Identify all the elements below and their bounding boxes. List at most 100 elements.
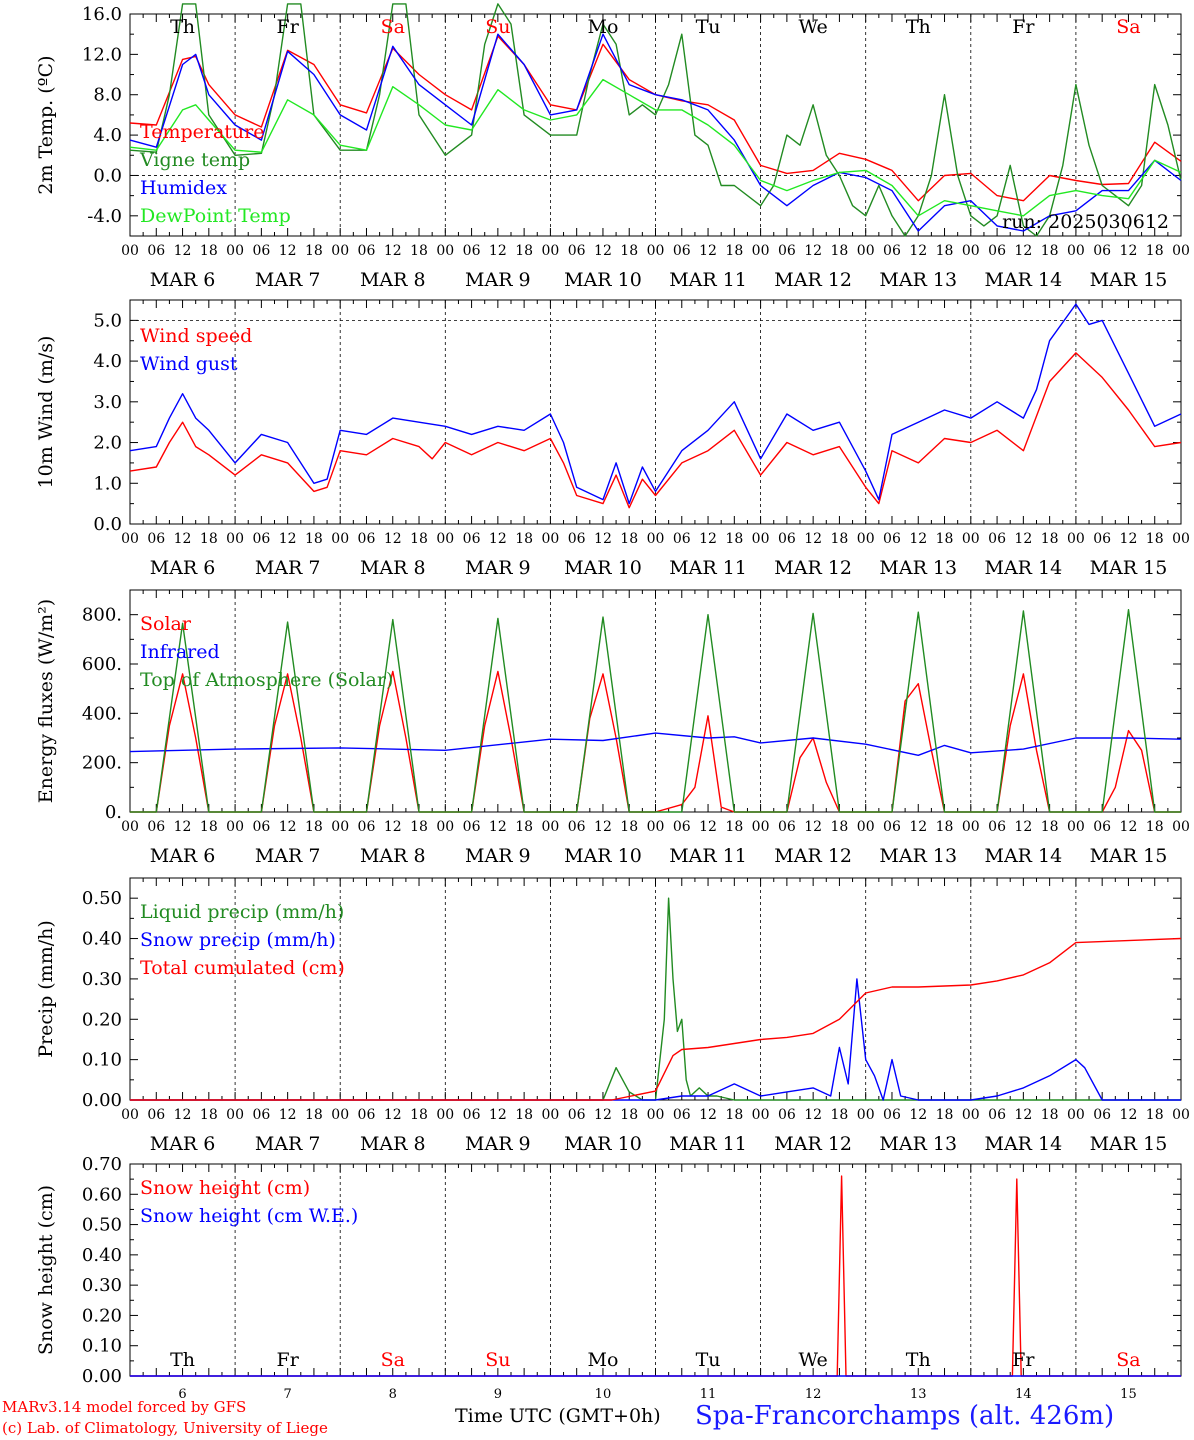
date-label: MAR 10 bbox=[564, 845, 642, 867]
date-label: MAR 7 bbox=[255, 557, 321, 579]
hour-tick-label: 18 bbox=[1146, 1107, 1164, 1123]
hour-tick-label: 00 bbox=[436, 243, 454, 259]
hour-tick-label: 18 bbox=[831, 1107, 849, 1123]
hour-tick-label: 00 bbox=[226, 531, 244, 547]
hour-tick-label: 12 bbox=[594, 819, 612, 835]
y-tick-label: 0.30 bbox=[82, 1275, 122, 1296]
hour-tick-label: 00 bbox=[1067, 531, 1085, 547]
y-tick-label: 0.20 bbox=[82, 1305, 122, 1326]
station-title: Spa-Francorchamps (alt. 426m) bbox=[695, 1401, 1115, 1431]
hour-tick-label: 06 bbox=[988, 819, 1006, 835]
day-abbr-label: We bbox=[799, 1349, 828, 1371]
date-label: MAR 8 bbox=[360, 845, 426, 867]
run-label: run: 2025030612 bbox=[1002, 211, 1169, 233]
hour-tick-label: 12 bbox=[384, 531, 402, 547]
hour-tick-label: 18 bbox=[410, 531, 428, 547]
legend-entry: DewPoint Temp bbox=[140, 205, 291, 227]
hour-tick-label: 12 bbox=[699, 531, 717, 547]
date-label: MAR 12 bbox=[774, 1133, 852, 1155]
hour-tick-label: 00 bbox=[541, 1107, 559, 1123]
hour-tick-label: 18 bbox=[515, 243, 533, 259]
date-label: MAR 14 bbox=[984, 557, 1062, 579]
hour-tick-label: 00 bbox=[436, 819, 454, 835]
day-abbr-label: Th bbox=[906, 1349, 931, 1371]
legend-entry: Snow height (cm) bbox=[140, 1177, 310, 1199]
hour-tick-label: 06 bbox=[147, 243, 165, 259]
hour-tick-label: 06 bbox=[252, 1107, 270, 1123]
date-label: MAR 14 bbox=[984, 269, 1062, 291]
series-line bbox=[130, 609, 1181, 813]
series-line bbox=[129, 33, 1182, 232]
y-tick-label: 1.0 bbox=[93, 473, 122, 494]
hour-tick-label: 06 bbox=[1093, 243, 1111, 259]
day-abbr-label: Th bbox=[170, 1349, 195, 1371]
date-label: MAR 12 bbox=[774, 269, 852, 291]
hour-tick-label: 06 bbox=[673, 531, 691, 547]
hour-tick-label: 12 bbox=[489, 531, 507, 547]
date-label: MAR 15 bbox=[1090, 845, 1168, 867]
hour-tick-label: 18 bbox=[620, 531, 638, 547]
y-axis-title: Energy fluxes (W/m²) bbox=[35, 599, 57, 803]
hour-tick-label: 12 bbox=[1120, 819, 1138, 835]
legend-entry: Solar bbox=[140, 613, 192, 635]
legend-entry: Top of Atmosphere (Solar) bbox=[140, 669, 393, 691]
hour-tick-label: 18 bbox=[1041, 243, 1059, 259]
hour-tick-label: 18 bbox=[1146, 243, 1164, 259]
y-tick-label: 4.0 bbox=[93, 351, 122, 372]
y-tick-label: 0.40 bbox=[82, 929, 122, 950]
hour-tick-label: 18 bbox=[515, 531, 533, 547]
date-label: MAR 9 bbox=[465, 1133, 531, 1155]
hour-tick-label: 12 bbox=[279, 819, 297, 835]
y-tick-label: 0. bbox=[105, 802, 122, 823]
date-label: MAR 7 bbox=[255, 845, 321, 867]
hour-tick-label: 00 bbox=[331, 1107, 349, 1123]
hour-tick-label: 06 bbox=[568, 243, 586, 259]
day-abbr-label: Sa bbox=[381, 1349, 405, 1371]
day-number-label: 12 bbox=[805, 1387, 822, 1402]
hour-tick-label: 06 bbox=[673, 819, 691, 835]
date-label: MAR 12 bbox=[774, 845, 852, 867]
day-abbr-label: Fr bbox=[277, 1349, 300, 1371]
date-label: MAR 13 bbox=[879, 557, 957, 579]
date-label: MAR 8 bbox=[360, 1133, 426, 1155]
date-label: MAR 9 bbox=[465, 557, 531, 579]
hour-tick-label: 18 bbox=[200, 531, 218, 547]
hour-tick-label: 12 bbox=[384, 243, 402, 259]
date-label: MAR 11 bbox=[669, 269, 747, 291]
hour-tick-label: 06 bbox=[883, 531, 901, 547]
hour-tick-label: 18 bbox=[1146, 819, 1164, 835]
hour-tick-label: 00 bbox=[436, 531, 454, 547]
hour-tick-label: 06 bbox=[1093, 531, 1111, 547]
hour-tick-label: 18 bbox=[936, 243, 954, 259]
y-tick-label: 0.20 bbox=[82, 1009, 122, 1030]
date-label: MAR 11 bbox=[669, 557, 747, 579]
y-tick-label: -4.0 bbox=[87, 206, 122, 227]
hour-tick-label: 00 bbox=[1172, 243, 1190, 259]
hour-tick-label: 12 bbox=[279, 1107, 297, 1123]
hour-tick-label: 00 bbox=[226, 243, 244, 259]
hour-tick-label: 00 bbox=[1067, 1107, 1085, 1123]
hour-tick-label: 18 bbox=[831, 531, 849, 547]
date-label: MAR 8 bbox=[360, 269, 426, 291]
hour-tick-label: 00 bbox=[647, 531, 665, 547]
hour-tick-label: 12 bbox=[594, 243, 612, 259]
hour-tick-label: 00 bbox=[752, 819, 770, 835]
hour-tick-label: 12 bbox=[174, 531, 192, 547]
day-number-label: 15 bbox=[1120, 1387, 1137, 1402]
hour-tick-label: 00 bbox=[1067, 819, 1085, 835]
hour-tick-label: 18 bbox=[1041, 819, 1059, 835]
hour-tick-label: 06 bbox=[252, 243, 270, 259]
hour-tick-label: 18 bbox=[200, 1107, 218, 1123]
y-tick-label: 4.0 bbox=[93, 125, 122, 146]
day-number-label: 10 bbox=[595, 1387, 612, 1402]
hour-tick-label: 18 bbox=[936, 531, 954, 547]
hour-tick-label: 00 bbox=[857, 243, 875, 259]
y-tick-label: 0.00 bbox=[82, 1090, 122, 1111]
hour-tick-label: 12 bbox=[1120, 1107, 1138, 1123]
hour-tick-label: 00 bbox=[541, 243, 559, 259]
hour-tick-label: 00 bbox=[857, 819, 875, 835]
day-abbr-label: Sa bbox=[1116, 16, 1140, 38]
date-label: MAR 13 bbox=[879, 269, 957, 291]
hour-tick-label: 18 bbox=[620, 819, 638, 835]
